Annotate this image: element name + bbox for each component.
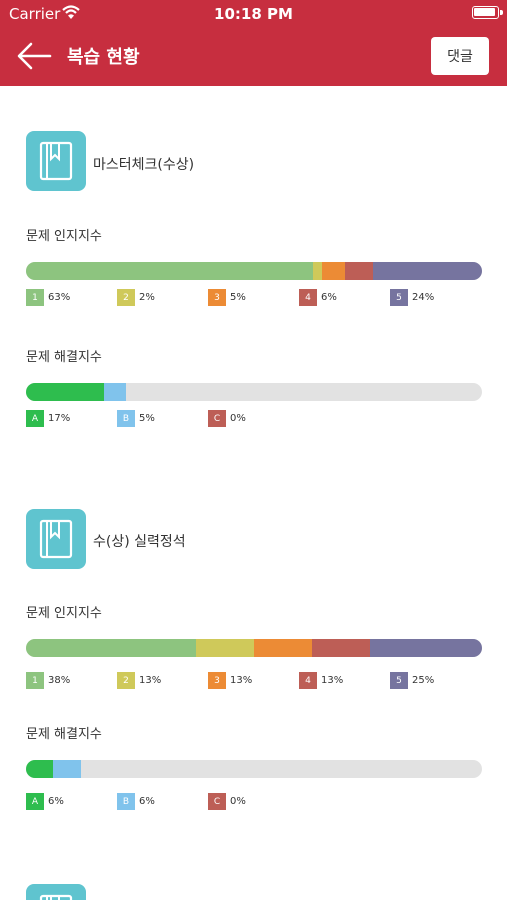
legend-percent: 6% <box>139 796 155 807</box>
solving-label: 문제 해결지수 <box>26 350 102 365</box>
book-title[interactable]: 마스터체크(수상) <box>93 157 195 173</box>
book-icon[interactable] <box>26 131 86 191</box>
bar-segment-2 <box>313 262 323 280</box>
status-time: 10:18 PM <box>214 5 293 23</box>
comment-button[interactable]: 댓글 <box>431 37 489 75</box>
legend-key: 1 <box>26 672 44 689</box>
bar-segment-3 <box>322 262 346 280</box>
legend-percent: 25% <box>412 675 435 686</box>
legend-item-5: 5 25% <box>390 672 434 689</box>
bar-segment-4 <box>312 639 371 657</box>
recognition-label: 문제 인지지수 <box>26 229 102 244</box>
legend-key: C <box>208 793 226 810</box>
wifi-icon <box>62 4 80 24</box>
legend-percent: 38% <box>48 675 71 686</box>
status-bar: Carrier 10:18 PM <box>0 0 507 27</box>
legend-item-B: B 6% <box>117 793 155 810</box>
bar-segment-5 <box>370 639 482 657</box>
nav-bar: 복습 현황 댓글 <box>0 27 507 86</box>
legend-item-3: 3 13% <box>208 672 252 689</box>
legend-key: 5 <box>390 672 408 689</box>
legend-percent: 13% <box>230 675 253 686</box>
bar-segment-2 <box>195 639 254 657</box>
solving-bar <box>26 383 482 401</box>
book-icon[interactable] <box>26 884 86 900</box>
legend-percent: 6% <box>48 796 64 807</box>
bar-segment-B <box>103 383 127 401</box>
legend-key: B <box>117 410 135 427</box>
legend-percent: 24% <box>412 292 435 303</box>
back-arrow-icon[interactable] <box>16 41 52 71</box>
legend-key: 1 <box>26 289 44 306</box>
legend-percent: 17% <box>48 413 71 424</box>
legend-key: 3 <box>208 672 226 689</box>
legend-item-2: 2 2% <box>117 289 155 306</box>
legend-percent: 5% <box>139 413 155 424</box>
legend-item-1: 1 38% <box>26 672 70 689</box>
legend-key: 4 <box>299 672 317 689</box>
recognition-bar <box>26 639 482 657</box>
legend-item-4: 4 6% <box>299 289 337 306</box>
solving-label: 문제 해결지수 <box>26 727 102 742</box>
battery-icon <box>472 6 499 19</box>
legend-item-C: C 0% <box>208 410 246 427</box>
bar-segment-1 <box>26 639 196 657</box>
book-icon[interactable] <box>26 509 86 569</box>
legend-item-3: 3 5% <box>208 289 246 306</box>
legend-key: 2 <box>117 672 135 689</box>
legend-item-A: A 17% <box>26 410 70 427</box>
book-title[interactable]: 수(상) 실력정석 <box>93 534 186 550</box>
recognition-bar <box>26 262 482 280</box>
legend-key: 4 <box>299 289 317 306</box>
legend-key: B <box>117 793 135 810</box>
legend-key: A <box>26 793 44 810</box>
legend-item-5: 5 24% <box>390 289 434 306</box>
legend-percent: 13% <box>321 675 344 686</box>
legend-item-B: B 5% <box>117 410 155 427</box>
bar-segment-B <box>53 760 81 778</box>
legend-item-2: 2 13% <box>117 672 161 689</box>
legend-item-C: C 0% <box>208 793 246 810</box>
legend-key: C <box>208 410 226 427</box>
solving-bar <box>26 760 482 778</box>
bar-segment-1 <box>26 262 314 280</box>
legend-key: 5 <box>390 289 408 306</box>
legend-percent: 0% <box>230 413 246 424</box>
bar-segment-3 <box>254 639 313 657</box>
legend-key: 2 <box>117 289 135 306</box>
bar-segment-A <box>26 760 54 778</box>
recognition-label: 문제 인지지수 <box>26 606 102 621</box>
legend-percent: 13% <box>139 675 162 686</box>
battery-tip <box>500 10 503 15</box>
bar-segment-5 <box>372 262 482 280</box>
legend-percent: 6% <box>321 292 337 303</box>
legend-percent: 0% <box>230 796 246 807</box>
legend-key: A <box>26 410 44 427</box>
bar-segment-4 <box>345 262 373 280</box>
carrier-label: Carrier <box>9 5 61 23</box>
legend-key: 3 <box>208 289 226 306</box>
legend-percent: 5% <box>230 292 246 303</box>
legend-item-1: 1 63% <box>26 289 70 306</box>
legend-percent: 2% <box>139 292 155 303</box>
legend-percent: 63% <box>48 292 71 303</box>
legend-item-A: A 6% <box>26 793 64 810</box>
bar-segment-A <box>26 383 104 401</box>
legend-item-4: 4 13% <box>299 672 343 689</box>
page-title: 복습 현황 <box>67 47 140 68</box>
